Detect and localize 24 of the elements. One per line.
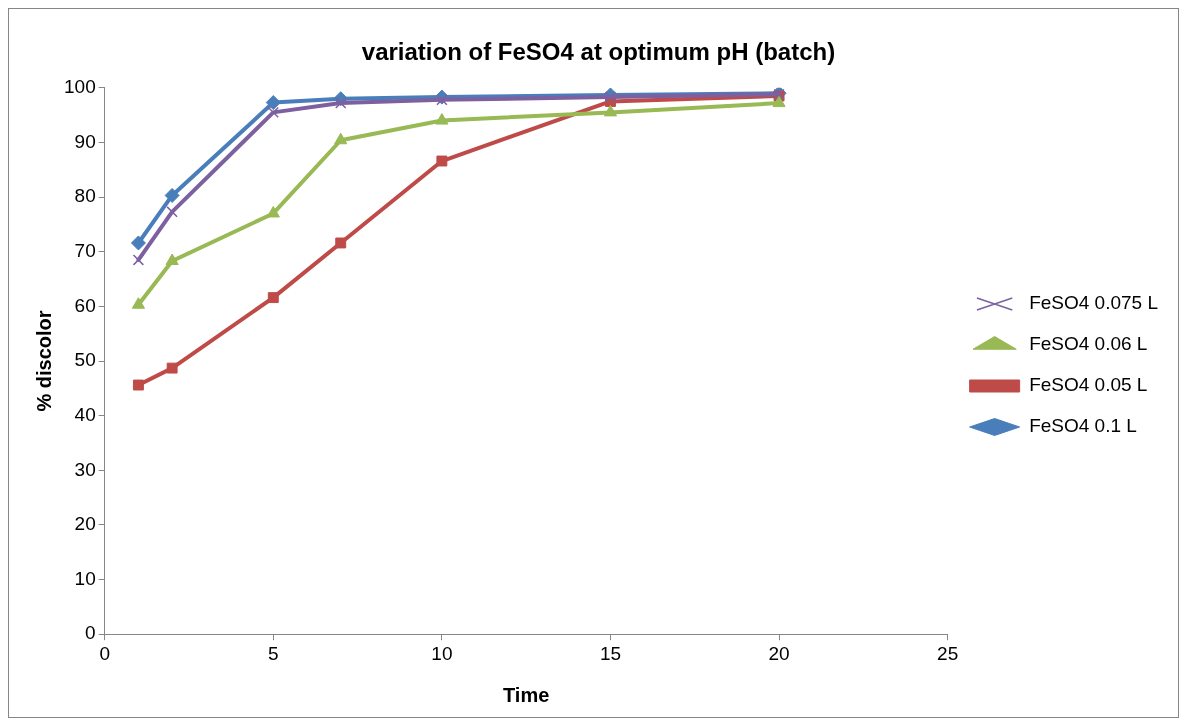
y-tick-label: 70	[74, 239, 96, 261]
x-tick-label: 0	[99, 642, 110, 664]
x-tick-label: 25	[937, 642, 959, 664]
x-axis-title: Time	[503, 683, 550, 706]
chart-title: variation of FeSO4 at optimum pH (batch)	[361, 38, 836, 66]
legend-label: FeSO4 0.06 L	[1029, 333, 1148, 355]
y-tick-label: 60	[74, 294, 96, 316]
legend-label: FeSO4 0.05 L	[1029, 374, 1148, 396]
y-tick-label: 80	[74, 185, 96, 207]
y-tick-label: 40	[74, 403, 96, 425]
y-axis-title: % discolor	[32, 310, 55, 412]
y-tick-label: 50	[74, 349, 96, 371]
x-tick-label: 15	[599, 642, 622, 664]
y-tick-label: 0	[85, 622, 96, 644]
legend-label: FeSO4 0.1 L	[1029, 415, 1137, 437]
y-tick-label: 30	[74, 458, 96, 480]
x-tick-label: 5	[268, 642, 279, 664]
y-tick-label: 10	[74, 567, 96, 589]
x-tick-label: 20	[768, 642, 790, 664]
y-tick-label: 100	[64, 76, 96, 98]
legend-label: FeSO4 0.075 L	[1029, 292, 1159, 314]
y-tick-label: 20	[74, 513, 96, 535]
x-tick-label: 10	[431, 642, 453, 664]
y-tick-label: 90	[74, 130, 96, 152]
